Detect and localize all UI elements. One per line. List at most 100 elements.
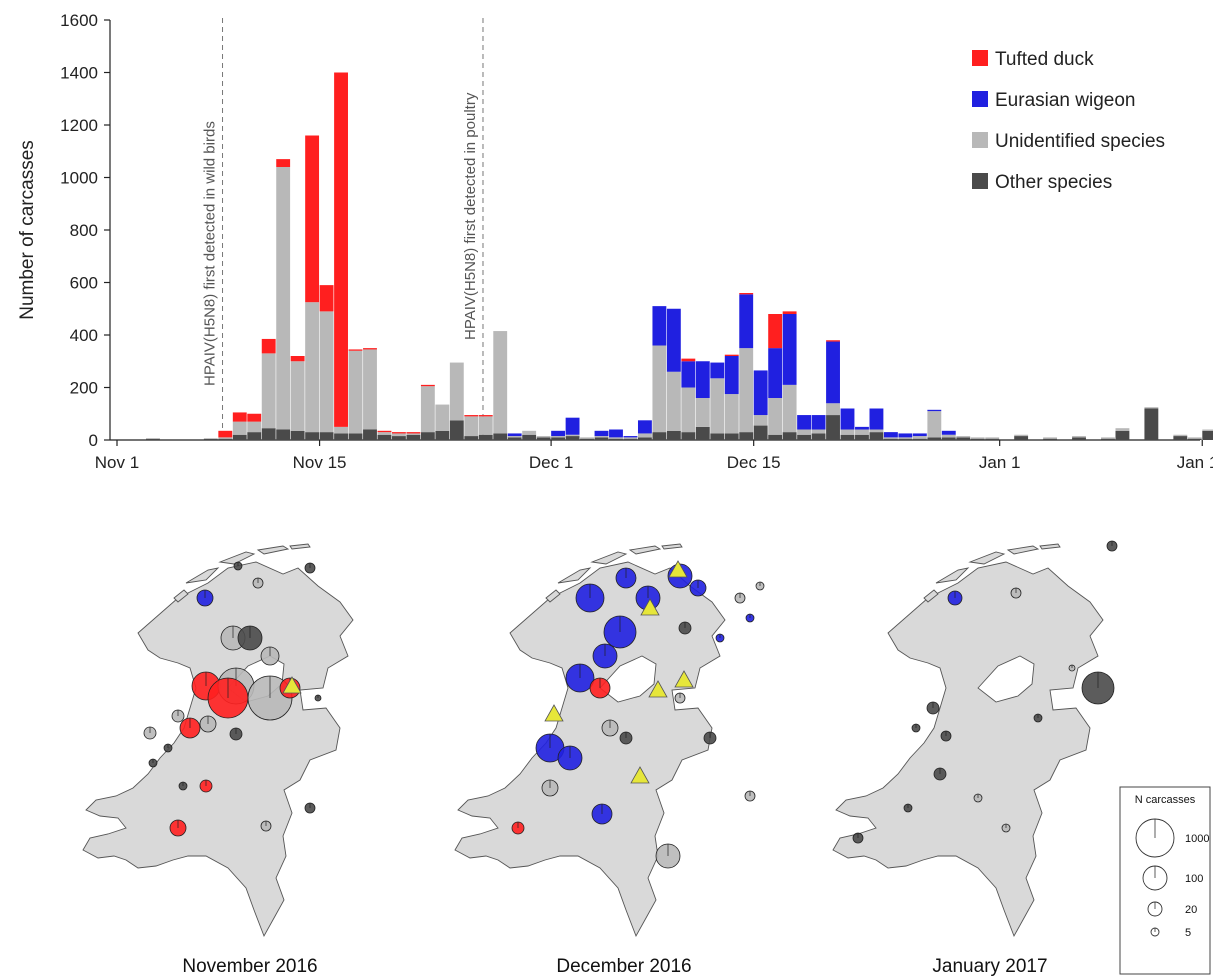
- carcass-circle: [744, 790, 756, 802]
- carcass-circle: [541, 779, 559, 797]
- carcass-circle: [252, 577, 264, 589]
- bar-segment-unid: [637, 433, 652, 438]
- carcass-circle: [635, 585, 661, 611]
- carcass-circle: [973, 793, 983, 803]
- carcass-circle: [565, 663, 595, 693]
- poultry-outbreak-triangle: [648, 680, 668, 698]
- bar-segment-unid: [522, 430, 537, 435]
- y-tick-label: 1400: [60, 64, 98, 83]
- carcass-circle: [592, 643, 618, 669]
- carcass-circle: [179, 717, 201, 739]
- bar-segment-unid: [290, 361, 305, 431]
- bar-segment-unid: [580, 437, 594, 439]
- bar-segment-unid: [319, 311, 334, 433]
- carcass-circle: [1081, 671, 1115, 705]
- bar-segment-other: [391, 436, 406, 440]
- bar-segment-other: [1043, 438, 1058, 440]
- bar-segment-unid: [594, 436, 609, 438]
- bar-segment-unid: [1014, 434, 1029, 437]
- bar-segment-unid: [551, 436, 566, 438]
- bar-segment-wigeon: [811, 415, 826, 430]
- bar-segment-unid: [536, 436, 551, 438]
- carcass-circle: [314, 694, 322, 702]
- bar-segment-tufted: [681, 358, 696, 362]
- bar-segment-unid: [420, 386, 435, 433]
- bar-segment-other: [334, 433, 348, 440]
- bar-segment-wigeon: [797, 415, 812, 430]
- bar-segment-wigeon: [912, 433, 927, 437]
- island-outline: [173, 589, 189, 603]
- bar-segment-unid: [970, 437, 985, 439]
- carcass-circle: [178, 781, 188, 791]
- map-panel: [82, 543, 354, 938]
- y-tick-label: 1200: [60, 116, 98, 135]
- size-legend-circle: [1142, 865, 1168, 891]
- carcass-circle: [260, 646, 280, 666]
- island-outline: [1039, 543, 1061, 550]
- bar-segment-wigeon: [927, 409, 942, 412]
- bar-segment-wigeon: [753, 370, 768, 416]
- bar-segment-unid: [609, 437, 623, 439]
- carcass-circle: [260, 820, 272, 832]
- bar-segment-unid: [406, 433, 421, 435]
- bar-segment-other: [348, 433, 363, 440]
- bar-segment-wigeon: [681, 361, 696, 388]
- bar-segment-unid: [377, 432, 392, 435]
- carcass-circle: [601, 719, 619, 737]
- bar-segment-other: [652, 432, 667, 440]
- bar-segment-other: [203, 438, 218, 440]
- island-outline: [590, 551, 628, 565]
- bar-segment-other: [927, 437, 942, 440]
- bar-segment-unid: [276, 167, 291, 430]
- bar-segment-unid: [1072, 436, 1086, 438]
- bar-segment-other: [276, 429, 291, 440]
- legend-swatch: [972, 173, 988, 189]
- bar-segment-unid: [363, 349, 377, 430]
- size-legend-circle: [1135, 818, 1175, 858]
- y-tick-label: 600: [70, 274, 98, 293]
- bar-segment-other: [1072, 437, 1086, 440]
- carcass-circle: [304, 562, 316, 574]
- legend-label: Tufted duck: [995, 49, 1094, 70]
- land-outline: [82, 561, 354, 938]
- bar-segment-tufted: [348, 349, 363, 351]
- carcass-circle: [655, 843, 681, 869]
- bar-segment-unid: [855, 429, 869, 435]
- bar-segment-other: [594, 437, 609, 440]
- poultry-outbreak-triangle: [282, 676, 302, 694]
- bar-segment-unid: [927, 411, 942, 438]
- bar-segment-unid: [840, 429, 855, 435]
- bar-segment-other: [768, 434, 783, 440]
- bar-segment-other: [218, 438, 233, 440]
- bar-segment-other: [319, 432, 334, 440]
- bar-segment-unid: [464, 416, 479, 437]
- carcass-circle: [852, 832, 864, 844]
- carcass-circle: [557, 745, 583, 771]
- bar-segment-unid: [449, 362, 464, 421]
- size-legend-title: N carcasses: [1135, 794, 1196, 806]
- bar-segment-other: [522, 434, 537, 440]
- carcass-circle: [207, 677, 249, 719]
- bar-segment-other: [753, 425, 768, 440]
- bar-segment-wigeon: [637, 420, 652, 434]
- bar-segment-wigeon: [898, 433, 913, 438]
- bar-segment-unid: [507, 436, 522, 438]
- island-outline: [628, 545, 662, 555]
- carcass-circle: [933, 767, 947, 781]
- annotation-text: HPAIV(H5N8) first detected in poultry: [462, 92, 479, 340]
- carcass-circle: [926, 701, 940, 715]
- carcass-circle: [745, 613, 755, 623]
- bar-segment-wigeon: [609, 429, 623, 438]
- island-outline: [923, 589, 939, 603]
- y-axis: 0 200 400 600 800 1000 1200 1400 1600: [60, 11, 111, 450]
- bar-segment-tufted: [391, 432, 406, 434]
- bar-segment-tufted: [420, 384, 435, 387]
- bar-segment-other: [666, 430, 681, 440]
- carcass-circle: [1001, 823, 1011, 833]
- y-tick-label: 1600: [60, 11, 98, 30]
- bar-segment-tufted: [478, 415, 493, 417]
- bar-segment-unid: [666, 371, 681, 431]
- bar-segment-unid: [724, 394, 739, 434]
- bar-segment-unid: [883, 437, 898, 439]
- bar-segment-wigeon: [883, 432, 898, 438]
